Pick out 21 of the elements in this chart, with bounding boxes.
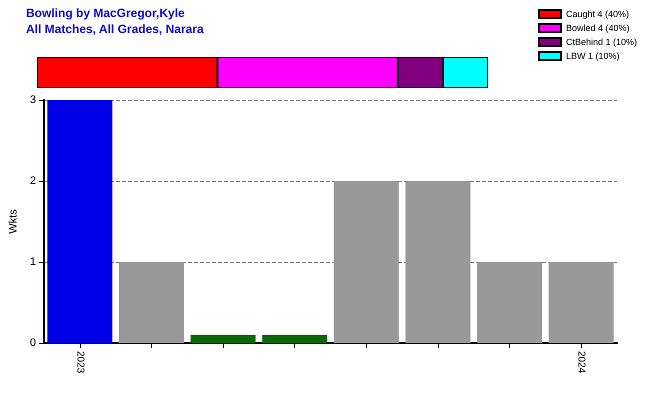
x-tick-label: 2023 [74, 351, 86, 374]
legend-label: CtBehind 1 (10%) [566, 37, 638, 47]
y-tick-label: 2 [30, 175, 36, 187]
legend-label: LBW 1 (10%) [566, 51, 620, 61]
bar [118, 262, 184, 343]
bar [334, 181, 399, 343]
chart-subtitle: All Matches, All Grades, Narara [26, 22, 204, 36]
y-tick-label: 3 [30, 94, 36, 106]
bar [47, 100, 112, 343]
chart-title: Bowling by MacGregor,Kyle [26, 6, 186, 20]
bar [477, 262, 542, 343]
bar [190, 334, 256, 343]
legend-label: Bowled 4 (40%) [566, 23, 630, 33]
bar [548, 262, 614, 343]
legend-label: Caught 4 (40%) [566, 9, 630, 19]
y-tick-label: 1 [30, 256, 36, 268]
y-axis-title: Wkts [8, 208, 20, 234]
bar [405, 181, 470, 343]
bar [262, 334, 328, 343]
x-tick-label: 2024 [576, 351, 587, 374]
y-tick-label: 0 [30, 337, 36, 349]
